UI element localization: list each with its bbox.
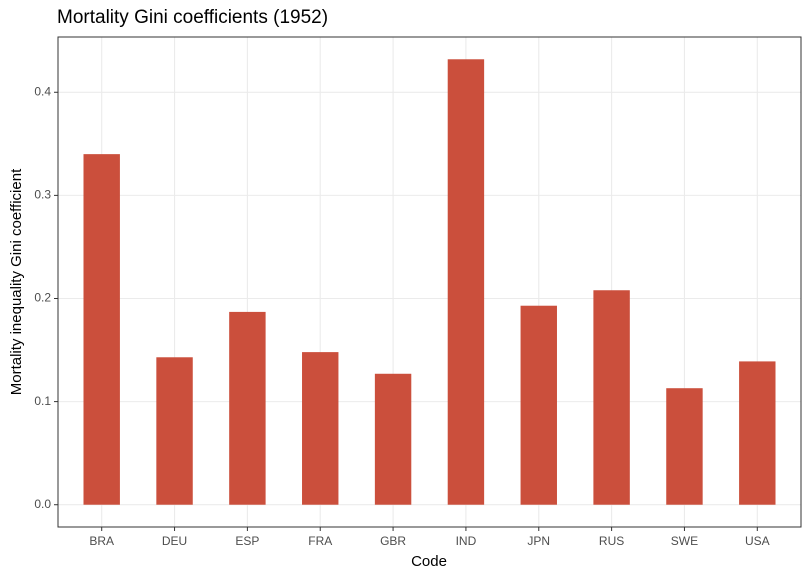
bar <box>374 373 412 505</box>
bar <box>156 357 193 505</box>
x-axis-title: Code <box>411 553 447 570</box>
y-axis-title: Mortality inequality Gini coefficient <box>8 168 25 395</box>
x-tick-label: GBR <box>380 534 406 548</box>
x-tick-label: DEU <box>162 534 187 548</box>
bar <box>83 154 120 505</box>
x-tick-label: BRA <box>89 534 114 548</box>
x-tick-label: JPN <box>527 534 550 548</box>
bar <box>447 59 485 505</box>
bar <box>666 388 703 505</box>
bar <box>593 290 630 505</box>
y-tick-label: 0.2 <box>34 291 51 305</box>
panel-border <box>57 36 802 528</box>
bar <box>302 352 339 505</box>
x-tick-label: ESP <box>235 534 259 548</box>
x-tick-label: IND <box>456 534 477 548</box>
y-tick-label: 0.0 <box>34 497 51 511</box>
bar <box>229 311 266 505</box>
y-tick-label: 0.4 <box>34 84 51 98</box>
x-tick-label: RUS <box>599 534 624 548</box>
bar <box>739 361 776 505</box>
x-tick-label: SWE <box>671 534 698 548</box>
y-tick-label: 0.1 <box>34 394 51 408</box>
x-tick-label: FRA <box>308 534 332 548</box>
y-tick-label: 0.3 <box>34 188 51 202</box>
bar <box>520 305 557 505</box>
x-tick-label: USA <box>745 534 770 548</box>
chart-title: Mortality Gini coefficients (1952) <box>57 7 328 28</box>
